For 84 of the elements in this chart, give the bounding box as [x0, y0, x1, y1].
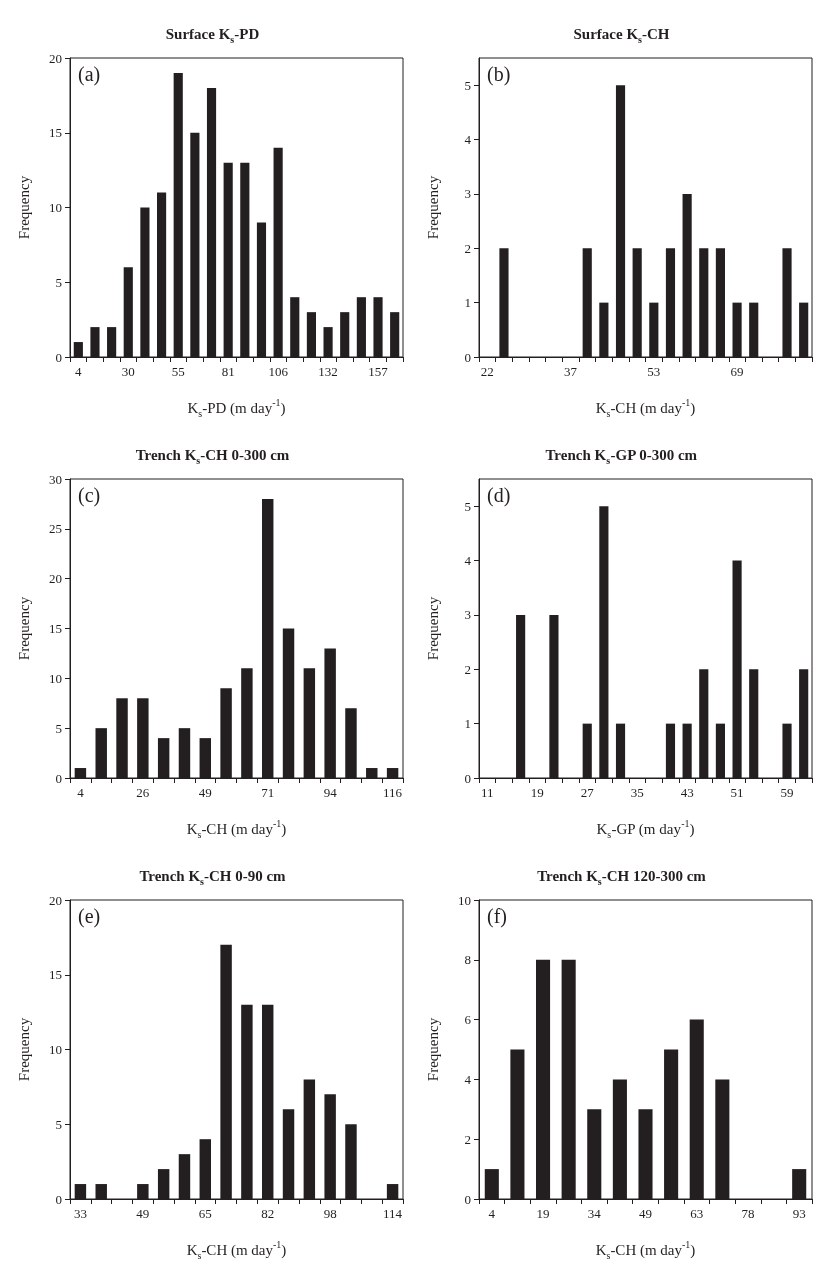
y-axis-title: Frequency [15, 596, 32, 661]
x-tick-label: 26 [136, 785, 150, 800]
x-tick-label: 43 [680, 785, 694, 800]
x-tick-label: 4 [488, 1206, 496, 1221]
y-tick-label: 0 [464, 770, 471, 786]
x-tick-label: 63 [690, 1206, 704, 1221]
annotation: (e) [78, 905, 101, 928]
x-tick-label: 11 [481, 785, 494, 800]
y-tick-label: 1 [464, 295, 471, 311]
x-tick-label: 22 [480, 364, 494, 379]
y-axis-title: Frequency [424, 596, 441, 661]
x-tick-label: 34 [587, 1206, 602, 1221]
x-tick-label: 116 [383, 785, 403, 800]
y-tick-label: 5 [464, 498, 471, 514]
y-tick-label: 15 [49, 967, 62, 983]
y-tick-label: 0 [464, 1191, 471, 1207]
y-tick-label: 0 [55, 1191, 62, 1207]
x-tick-label: 71 [261, 785, 275, 800]
x-tick-label: 94 [323, 785, 338, 800]
annotation: (c) [78, 484, 101, 507]
y-tick-label: 2 [464, 1131, 471, 1147]
y-tick-label: 4 [464, 132, 472, 148]
y-tick-label: 25 [49, 521, 62, 537]
x-tick-label: 65 [198, 1206, 212, 1221]
x-tick-label: 157 [368, 364, 389, 379]
x-tick-label: 98 [323, 1206, 337, 1221]
annotation: (b) [487, 63, 511, 86]
y-tick-label: 10 [49, 200, 62, 215]
y-tick-label: 10 [458, 892, 471, 908]
x-tick-label: 19 [530, 785, 544, 800]
y-tick-label: 2 [464, 661, 471, 677]
x-tick-label: 93 [792, 1206, 806, 1221]
y-tick-label: 15 [49, 621, 62, 636]
x-tick-label: 81 [221, 364, 235, 379]
x-tick-label: 4 [75, 364, 83, 379]
y-tick-label: 6 [464, 1012, 472, 1028]
y-tick-label: 1 [464, 716, 471, 732]
y-tick-label: 0 [55, 349, 62, 365]
x-tick-label: 59 [780, 785, 794, 800]
x-tick-label: 49 [136, 1206, 150, 1221]
y-tick-label: 2 [464, 240, 471, 256]
x-tick-label: 35 [630, 785, 644, 800]
y-tick-label: 0 [55, 770, 62, 786]
y-tick-label: 10 [49, 670, 62, 686]
x-tick-label: 82 [261, 1206, 275, 1221]
y-tick-label: 8 [464, 952, 471, 968]
y-tick-label: 5 [55, 720, 62, 736]
y-tick-label: 30 [49, 471, 62, 487]
y-tick-label: 0 [464, 349, 471, 365]
y-axis-title: Frequency [15, 1017, 32, 1082]
x-tick-label: 51 [730, 785, 744, 800]
x-tick-label: 27 [580, 785, 595, 800]
y-tick-label: 15 [49, 125, 62, 141]
x-tick-label: 37 [564, 364, 578, 379]
y-tick-label: 3 [464, 607, 471, 623]
y-tick-label: 5 [55, 1116, 62, 1132]
annotation: (f) [487, 905, 507, 928]
y-tick-label: 20 [49, 892, 62, 908]
x-tick-label: 114 [383, 1206, 403, 1221]
annotation: (a) [78, 63, 101, 86]
y-tick-label: 5 [464, 77, 471, 93]
y-axis-title: Frequency [15, 175, 32, 240]
x-tick-label: 30 [121, 364, 135, 379]
x-tick-label: 106 [268, 364, 289, 379]
y-tick-label: 4 [464, 1071, 472, 1087]
y-tick-label: 20 [49, 50, 62, 66]
y-axis-title: Frequency [424, 1017, 441, 1082]
x-tick-label: 4 [77, 785, 85, 800]
x-tick-label: 33 [73, 1206, 87, 1221]
x-tick-label: 55 [171, 364, 185, 379]
y-tick-label: 20 [49, 571, 62, 587]
x-tick-label: 49 [639, 1206, 652, 1221]
x-tick-label: 132 [318, 364, 338, 379]
x-tick-label: 53 [647, 364, 661, 379]
y-tick-label: 3 [464, 186, 471, 202]
x-tick-label: 69 [730, 364, 744, 379]
x-tick-label: 49 [198, 785, 212, 800]
y-tick-label: 4 [464, 553, 472, 569]
annotation: (d) [487, 484, 511, 507]
x-tick-label: 19 [536, 1206, 550, 1221]
y-axis-title: Frequency [424, 175, 441, 240]
y-tick-label: 5 [55, 274, 62, 290]
y-tick-label: 10 [49, 1042, 62, 1057]
x-tick-label: 78 [741, 1206, 755, 1221]
